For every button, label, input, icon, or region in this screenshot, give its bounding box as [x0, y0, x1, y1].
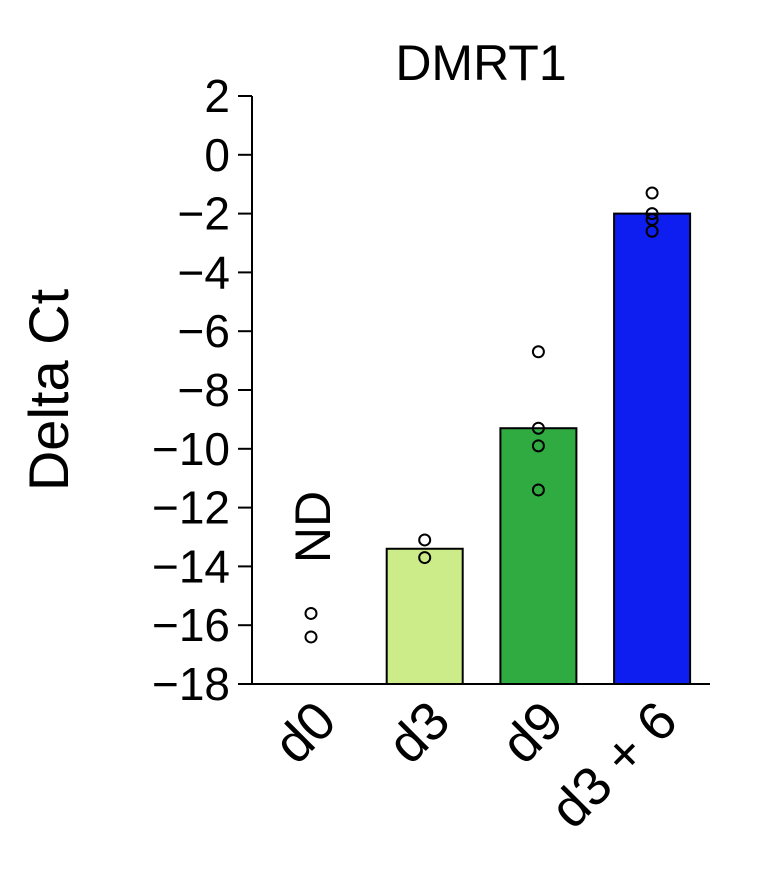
data-point [418, 533, 432, 547]
y-tick-label: −6 [178, 305, 230, 357]
data-point [531, 483, 545, 497]
y-tick-label: 2 [204, 70, 230, 122]
data-point [645, 224, 659, 238]
data-point [418, 551, 432, 565]
x-tick-label: d3 + 6 [539, 690, 689, 840]
y-axis-label: Delta Ct [17, 288, 80, 491]
y-tick-label: −8 [178, 364, 230, 416]
y-tick-label: −10 [152, 423, 230, 475]
y-tick-label: 0 [204, 129, 230, 181]
data-point [304, 606, 318, 620]
y-tick-label: −16 [152, 599, 230, 651]
bar [385, 547, 464, 686]
data-point [645, 186, 659, 200]
data-point [531, 345, 545, 359]
x-tick-label: d9 [490, 690, 575, 775]
x-tick-label: d3 [376, 690, 461, 775]
annotation: ND [285, 491, 341, 563]
bar [613, 212, 692, 685]
x-tick-label: d0 [263, 690, 348, 775]
data-point [645, 207, 659, 221]
data-point [531, 421, 545, 435]
bar [499, 427, 578, 685]
y-tick-label: −18 [152, 658, 230, 710]
y-tick-label: −14 [152, 540, 230, 592]
data-point [531, 439, 545, 453]
y-tick-label: −4 [178, 246, 230, 298]
chart-title: DMRT1 [395, 35, 566, 91]
y-tick-label: −2 [178, 188, 230, 240]
data-point [304, 630, 318, 644]
y-tick-label: −12 [152, 482, 230, 534]
